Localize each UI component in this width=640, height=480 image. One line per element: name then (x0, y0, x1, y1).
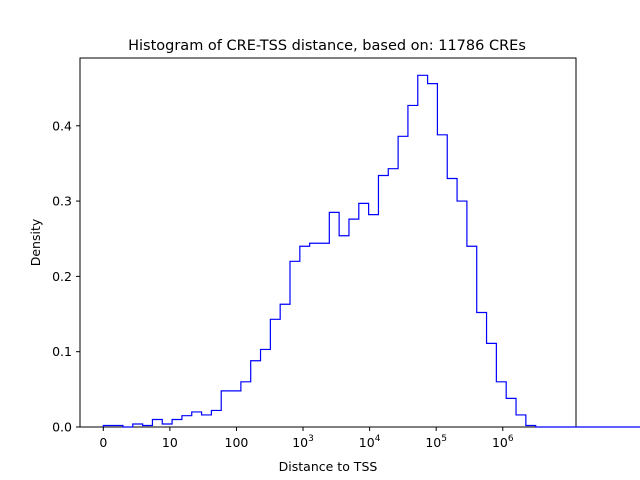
histogram-bin (202, 415, 212, 427)
histogram-bin (349, 219, 359, 427)
x-tick-label-base: 10 (292, 435, 308, 450)
x-tick-label: 105 (425, 434, 447, 450)
x-tick-label-exponent: 4 (375, 434, 381, 444)
histogram-bin (378, 175, 388, 427)
x-tick-label: 103 (292, 434, 314, 450)
x-tick-label-base: 10 (162, 435, 178, 450)
histogram-bin (270, 319, 280, 427)
histogram-series-line (102, 74, 640, 428)
plot-area-frame (79, 57, 577, 428)
histogram-bin (418, 75, 428, 427)
histogram-bin (231, 391, 241, 427)
x-tick-label-base: 100 (225, 435, 249, 450)
histogram-bin (369, 215, 379, 427)
x-axis-label: Distance to TSS (279, 459, 378, 474)
x-axis: 0 10 100 103 104 105 106 (99, 427, 514, 450)
histogram-bin (496, 382, 506, 427)
histogram-bin (388, 169, 398, 427)
histogram-bin (437, 135, 447, 427)
chart-title: Histogram of CRE-TSS distance, based on:… (128, 38, 526, 54)
histogram-bin (310, 243, 320, 427)
histogram-bin (241, 382, 251, 427)
histogram-bin (487, 343, 497, 427)
x-tick-label: 0 (99, 435, 107, 450)
y-tick-label: 0.1 (52, 344, 72, 359)
x-tick-label: 104 (359, 434, 381, 450)
histogram-bin (172, 419, 182, 427)
y-tick-label: 0.3 (52, 194, 72, 209)
histogram-bin (192, 412, 202, 427)
histogram-bin (359, 203, 369, 427)
histogram-bin (516, 415, 526, 427)
histogram-bin (221, 391, 231, 427)
x-tick-label-exponent: 6 (508, 434, 514, 444)
histogram-bin (290, 261, 300, 427)
x-tick-label: 10 (162, 435, 178, 450)
histogram-bin (447, 178, 457, 427)
x-tick-label-base: 10 (492, 435, 508, 450)
histogram-bin (251, 361, 261, 427)
x-tick-label-base: 0 (99, 435, 107, 450)
y-tick-label: 0.2 (52, 269, 72, 284)
histogram-bin (152, 419, 162, 427)
x-tick-label: 100 (225, 435, 249, 450)
y-axis: 0.0 0.1 0.2 0.3 0.4 (52, 118, 80, 435)
x-tick-label-exponent: 3 (308, 434, 314, 444)
x-tick-label-exponent: 5 (441, 434, 447, 444)
x-tick-label: 106 (492, 434, 514, 450)
histogram-bins (103, 75, 640, 427)
histogram-bin (261, 349, 271, 427)
x-tick-label-base: 10 (425, 435, 441, 450)
y-axis-label: Density (28, 218, 43, 266)
histogram-bin (477, 313, 487, 427)
y-tick-label: 0.0 (52, 420, 72, 435)
histogram-bin (300, 246, 310, 427)
histogram-bin (506, 398, 516, 427)
x-tick-label-base: 10 (359, 435, 375, 450)
histogram-bin (408, 105, 418, 427)
histogram-bin (398, 136, 408, 427)
histogram-bin (467, 246, 477, 427)
histogram-bin (211, 410, 221, 427)
y-tick-label: 0.4 (52, 118, 72, 133)
histogram-bin (319, 243, 329, 427)
histogram-bin (339, 236, 349, 427)
histogram-bin (182, 416, 192, 427)
histogram-bin (329, 212, 339, 427)
histogram-bin (280, 304, 290, 427)
histogram-bin (457, 201, 467, 427)
histogram-bin (428, 84, 438, 427)
